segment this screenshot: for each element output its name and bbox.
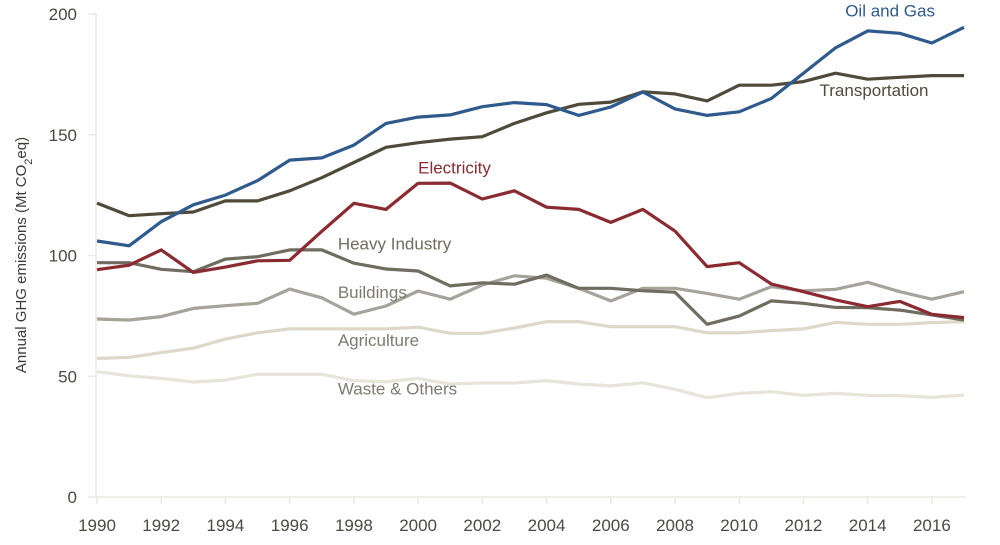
y-ticks: 0 50 100 150 200 xyxy=(49,5,96,507)
x-tick-label: 1996 xyxy=(271,516,309,535)
y-tick-label: 150 xyxy=(49,126,77,145)
x-tick-label: 2008 xyxy=(656,516,694,535)
x-tick-label: 2002 xyxy=(463,516,501,535)
series-lines xyxy=(96,25,965,400)
y-tick-label: 200 xyxy=(49,5,77,24)
y-tick-label: 50 xyxy=(58,367,77,386)
series-labels: Oil and Gas Transportation Electricity Heav… xyxy=(338,1,935,398)
y-tick-label: 100 xyxy=(49,247,77,266)
series-label-buildings: Buildings xyxy=(338,283,407,302)
series-line-buildings xyxy=(96,274,965,322)
y-axis-title-main: Annual GHG emissions (Mt CO xyxy=(13,165,30,373)
x-tick-label: 2012 xyxy=(785,516,823,535)
x-tick-label: 1994 xyxy=(207,516,245,535)
x-tick-label: 2006 xyxy=(592,516,630,535)
series-line-heavy-industry xyxy=(97,248,965,326)
y-tick-label: 0 xyxy=(68,488,77,507)
series-line-agriculture xyxy=(96,320,965,360)
y-axis-title-suffix: eq) xyxy=(13,137,30,159)
x-tick-label: 2014 xyxy=(849,516,887,535)
x-tick-label: 1992 xyxy=(142,516,180,535)
series-label-electricity: Electricity xyxy=(418,158,491,177)
x-tick-label: 2010 xyxy=(720,516,758,535)
x-tick-label: 1990 xyxy=(78,516,116,535)
x-tick-label: 2000 xyxy=(399,516,437,535)
series-line-transportation xyxy=(96,71,964,218)
x-tick-label: 1998 xyxy=(335,516,373,535)
x-tick-label: 2016 xyxy=(913,516,951,535)
series-line-waste-others xyxy=(96,370,965,400)
x-ticks: 1990 1992 1994 1996 1998 2000 2002 2004 2006 2008… xyxy=(78,497,951,535)
y-axis-title: Annual GHG emissions (Mt CO2eq) xyxy=(13,137,35,373)
axes: 0 50 100 150 200 1990 1992 1994 1996 1998 2000 200… xyxy=(49,5,966,535)
y-axis-title-subscript: 2 xyxy=(23,159,35,165)
series-label-waste-others: Waste & Others xyxy=(338,379,457,398)
series-label-agriculture: Agriculture xyxy=(338,331,419,350)
series-label-oil-and-gas: Oil and Gas xyxy=(845,1,935,20)
series-label-transportation: Transportation xyxy=(820,81,929,100)
series-label-heavy-industry: Heavy Industry xyxy=(338,234,452,253)
series-line-oil-and-gas xyxy=(96,25,965,248)
series-line-electricity xyxy=(96,181,965,320)
x-tick-label: 2004 xyxy=(528,516,566,535)
